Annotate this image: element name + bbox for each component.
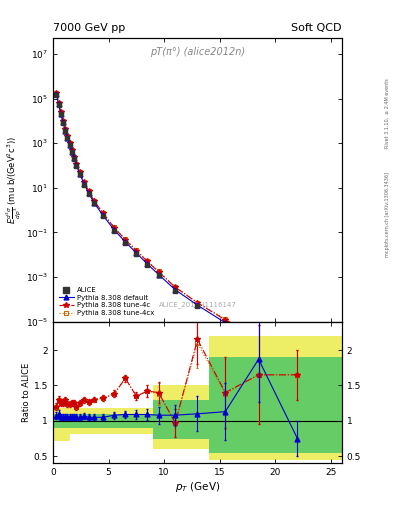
Text: mcplots.cern.ch [arXiv:1306.3436]: mcplots.cern.ch [arXiv:1306.3436] (385, 173, 390, 258)
Text: pT(π°) (alice2012n): pT(π°) (alice2012n) (150, 47, 245, 57)
Y-axis label: $E\frac{d^3\sigma}{dp^3}$ (mu b/(GeV$^2$c$^3$)): $E\frac{d^3\sigma}{dp^3}$ (mu b/(GeV$^2$… (4, 136, 23, 224)
Text: 7000 GeV pp: 7000 GeV pp (53, 23, 125, 33)
Text: ALICE_2012_I1116147: ALICE_2012_I1116147 (158, 301, 237, 308)
Y-axis label: Ratio to ALICE: Ratio to ALICE (22, 363, 31, 422)
Text: Rivet 3.1.10,  ≥ 2.4M events: Rivet 3.1.10, ≥ 2.4M events (385, 78, 390, 147)
Legend: ALICE, Pythia 8.308 default, Pythia 8.308 tune-4c, Pythia 8.308 tune-4cx: ALICE, Pythia 8.308 default, Pythia 8.30… (57, 285, 156, 318)
X-axis label: $p_T$ (GeV): $p_T$ (GeV) (175, 480, 220, 494)
Text: Soft QCD: Soft QCD (292, 23, 342, 33)
